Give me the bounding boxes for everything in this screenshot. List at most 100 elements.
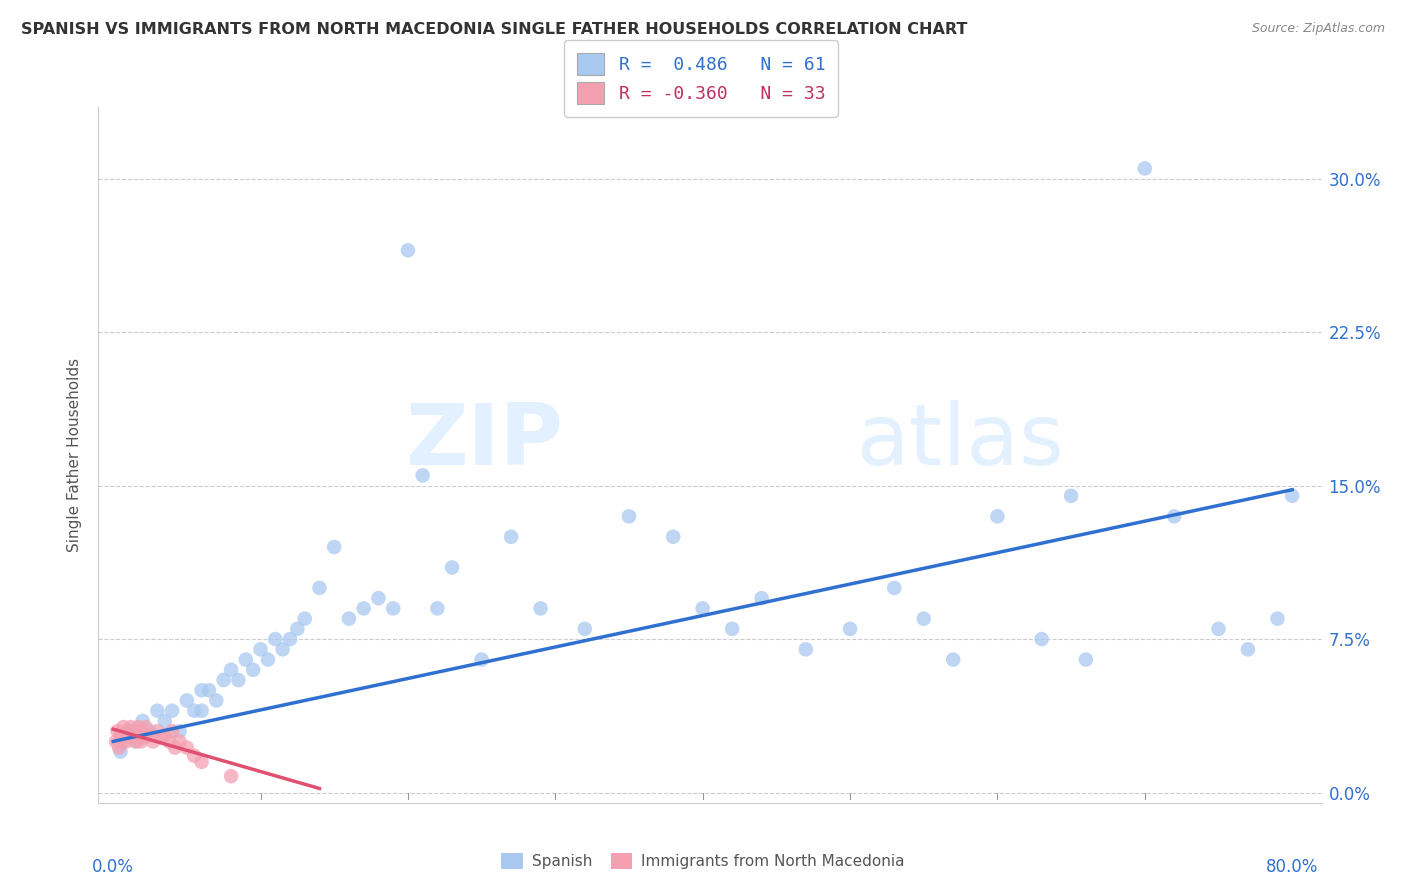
Point [412, 468, 434, 483]
Point [1237, 642, 1260, 657]
Point [105, 734, 128, 748]
Point [153, 728, 176, 742]
Point [135, 720, 157, 734]
Point [198, 683, 221, 698]
Legend: Spanish, Immigrants from North Macedonia: Spanish, Immigrants from North Macedonia [495, 847, 911, 875]
Point [169, 724, 191, 739]
Point [721, 622, 744, 636]
Point [353, 601, 375, 615]
Point [883, 581, 905, 595]
Point [942, 652, 965, 666]
Point [190, 755, 212, 769]
Point [1074, 652, 1097, 666]
Point [499, 530, 522, 544]
Point [271, 642, 294, 657]
Legend: R =  0.486   N = 61, R = -0.360   N = 33: R = 0.486 N = 61, R = -0.360 N = 33 [564, 40, 838, 117]
Point [228, 673, 250, 687]
Point [139, 728, 162, 742]
Point [287, 622, 309, 636]
Point [257, 652, 280, 666]
Point [120, 720, 142, 734]
Point [190, 683, 212, 698]
Point [529, 601, 551, 615]
Point [278, 632, 301, 646]
Point [146, 724, 169, 739]
Point [131, 724, 153, 739]
Point [108, 740, 131, 755]
Point [426, 601, 449, 615]
Point [912, 612, 935, 626]
Point [794, 642, 817, 657]
Point [176, 693, 198, 707]
Point [1133, 161, 1156, 176]
Point [127, 720, 149, 734]
Point [441, 560, 464, 574]
Point [212, 673, 235, 687]
Point [183, 748, 205, 763]
Text: Source: ZipAtlas.com: Source: ZipAtlas.com [1251, 22, 1385, 36]
Point [125, 734, 148, 748]
Point [176, 740, 198, 755]
Point [110, 728, 132, 742]
Point [129, 734, 152, 748]
Text: 0.0%: 0.0% [93, 858, 134, 876]
Point [190, 704, 212, 718]
Point [382, 601, 405, 615]
Point [839, 622, 862, 636]
Point [205, 693, 228, 707]
Point [662, 530, 685, 544]
Point [157, 734, 180, 748]
Point [1060, 489, 1083, 503]
Point [160, 724, 183, 739]
Point [117, 724, 139, 739]
Point [574, 622, 596, 636]
Point [110, 745, 132, 759]
Point [149, 731, 172, 745]
Point [294, 612, 316, 626]
Point [146, 704, 169, 718]
Point [142, 734, 165, 748]
Point [139, 724, 162, 739]
Text: 80.0%: 80.0% [1265, 858, 1319, 876]
Point [264, 632, 287, 646]
Text: atlas: atlas [856, 400, 1064, 483]
Point [308, 581, 330, 595]
Point [169, 734, 191, 748]
Point [183, 704, 205, 718]
Point [132, 731, 155, 745]
Point [986, 509, 1008, 524]
Text: SPANISH VS IMMIGRANTS FROM NORTH MACEDONIA SINGLE FATHER HOUSEHOLDS CORRELATION : SPANISH VS IMMIGRANTS FROM NORTH MACEDON… [21, 22, 967, 37]
Point [118, 731, 141, 745]
Point [1208, 622, 1230, 636]
Point [1267, 612, 1289, 626]
Point [235, 652, 257, 666]
Point [367, 591, 389, 606]
Point [1281, 489, 1303, 503]
Point [219, 663, 242, 677]
Point [692, 601, 714, 615]
Point [114, 728, 136, 742]
Point [124, 724, 146, 739]
Point [160, 704, 183, 718]
Point [1163, 509, 1185, 524]
Point [337, 612, 360, 626]
Point [131, 714, 153, 728]
Point [107, 724, 129, 739]
Point [751, 591, 773, 606]
Point [115, 734, 138, 748]
Point [165, 740, 187, 755]
Point [121, 728, 143, 742]
Point [128, 728, 150, 742]
Point [617, 509, 640, 524]
Point [1031, 632, 1053, 646]
Point [471, 652, 494, 666]
Point [111, 734, 134, 748]
Point [219, 769, 242, 783]
Point [242, 663, 264, 677]
Point [249, 642, 271, 657]
Point [396, 244, 419, 258]
Point [124, 734, 146, 748]
Point [323, 540, 346, 554]
Point [153, 714, 176, 728]
Point [112, 720, 135, 734]
